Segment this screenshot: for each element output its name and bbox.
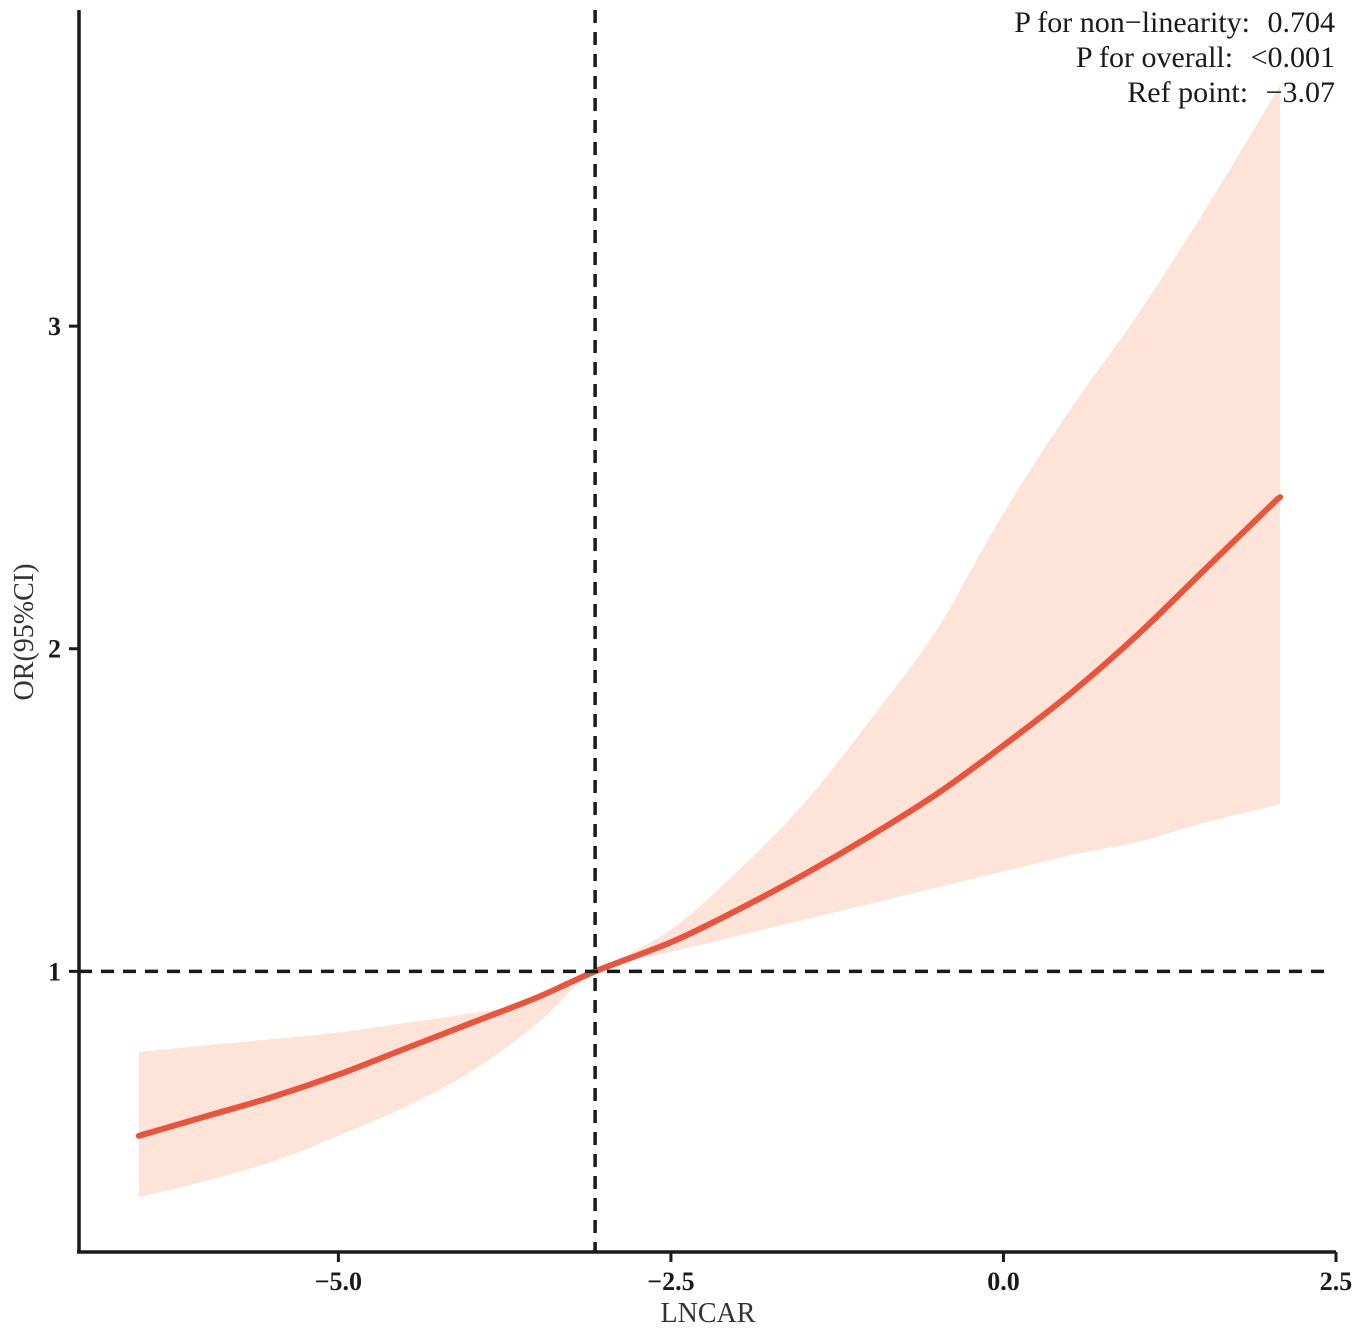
or-curve-layer <box>135 494 1284 1139</box>
or-curve <box>135 494 1284 1139</box>
tick-labels: −5.0 −2.5 0.0 2.5 1 2 3 <box>48 312 1352 1296</box>
y-axis-title: OR(95%CI) <box>9 564 40 701</box>
annotation-nonlinearity-label: P for non−linearity: <box>1014 6 1250 39</box>
annotation-block: P for non−linearity: 0.704 P for overall… <box>1014 6 1335 109</box>
annotation-overall-value: <0.001 <box>1251 41 1335 74</box>
x-tick-label: −2.5 <box>647 1267 694 1296</box>
x-tick-label: 0.0 <box>987 1267 1020 1296</box>
x-axis-title: LNCAR <box>661 1298 756 1329</box>
annotation-overall-label: P for overall: <box>1076 41 1233 74</box>
confidence-band-layer <box>138 84 1281 1198</box>
annotation-overall: P for overall: <0.001 <box>1076 41 1335 74</box>
y-tick-label: 1 <box>48 957 61 986</box>
confidence-band <box>138 84 1281 1198</box>
annotation-refpoint-label: Ref point: <box>1127 76 1248 109</box>
y-tick-label: 2 <box>48 635 61 664</box>
y-tick-label: 3 <box>48 312 61 341</box>
annotation-nonlinearity-value: 0.704 <box>1268 6 1336 39</box>
x-tick-label: 2.5 <box>1320 1267 1353 1296</box>
annotation-refpoint-value: −3.07 <box>1266 76 1335 109</box>
annotation-refpoint: Ref point: −3.07 <box>1127 76 1335 109</box>
axes <box>77 10 1336 1254</box>
reference-lines <box>79 10 1326 1252</box>
annotation-nonlinearity: P for non−linearity: 0.704 <box>1014 6 1335 39</box>
x-tick-label: −5.0 <box>315 1267 362 1296</box>
